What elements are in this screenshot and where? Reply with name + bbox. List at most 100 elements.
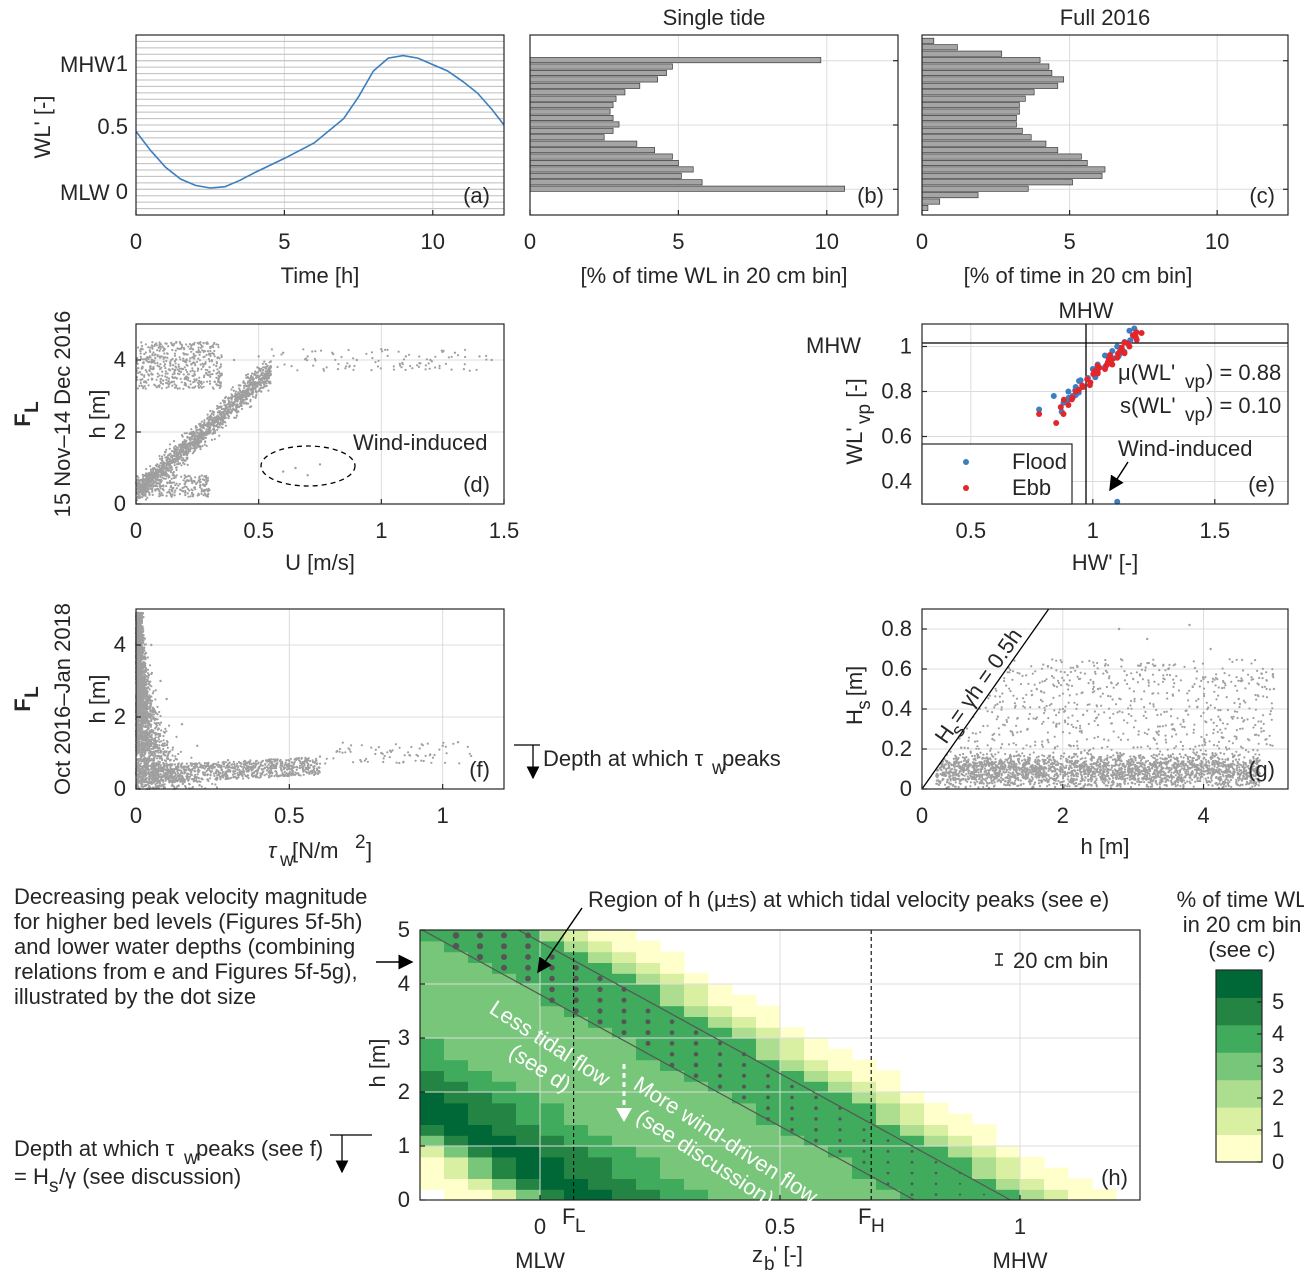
panel-d-point xyxy=(140,484,144,487)
panel-f-point xyxy=(146,759,149,762)
panel-b-bar xyxy=(529,82,641,89)
panel-f-point xyxy=(184,784,187,788)
panel-d-point xyxy=(195,429,198,432)
panel-d-point xyxy=(304,357,307,360)
panel-d-point xyxy=(212,363,215,366)
panel-d-point xyxy=(151,487,154,490)
panel-d-point xyxy=(156,364,159,367)
panel-d-point xyxy=(161,461,164,464)
panel-d-point xyxy=(213,349,216,353)
panel-d-point xyxy=(150,483,153,486)
panel-d-point xyxy=(212,369,215,372)
panel-d-point xyxy=(264,370,267,373)
panel-e-ebb-point xyxy=(1086,382,1093,389)
panel-d-point xyxy=(468,369,471,372)
panel-f-point xyxy=(158,747,161,750)
panel-f-point xyxy=(141,686,144,690)
panel-d-point xyxy=(208,415,211,418)
panel-d-point xyxy=(175,340,178,344)
panel-f-point xyxy=(158,740,161,744)
panel-c-bar xyxy=(921,160,1088,166)
panel-d-point xyxy=(167,454,170,457)
panel-f-point xyxy=(148,707,151,711)
panel-f-point xyxy=(147,732,150,735)
panel-b-bar xyxy=(529,102,614,109)
panel-d-point xyxy=(411,367,414,370)
panel-d-point xyxy=(260,367,263,370)
panel-d-point xyxy=(163,352,166,355)
panel-d-point xyxy=(204,480,207,483)
panel-f-point xyxy=(146,748,149,751)
panel-d-point xyxy=(147,485,150,488)
panel-d-point xyxy=(226,397,230,400)
panel-d-point xyxy=(216,368,219,371)
panel-d-point xyxy=(234,394,237,397)
panel-d-point xyxy=(167,385,170,388)
panel-d-point xyxy=(209,354,212,358)
panel-d-point xyxy=(194,444,197,447)
panel-f-point xyxy=(141,700,144,704)
panel-d-point xyxy=(183,459,187,462)
panel-d-point xyxy=(205,372,208,375)
panel-d-point xyxy=(218,409,221,413)
panel-f-point xyxy=(147,676,150,679)
panel-d-point xyxy=(175,468,178,472)
panel-d-point xyxy=(175,366,178,369)
panel-d-point xyxy=(376,365,380,368)
panel-d-point xyxy=(290,365,293,368)
panel-c-bar xyxy=(921,140,1047,147)
panel-d-point xyxy=(180,343,183,346)
panel-d-point xyxy=(178,341,181,344)
panel-d-point xyxy=(200,474,203,477)
panel-d-point xyxy=(306,355,309,358)
panel-d-point xyxy=(188,450,192,453)
panel-e-ylabel: WL' vp [-] xyxy=(842,378,875,464)
panel-d-point xyxy=(191,367,194,370)
panel-d-point xyxy=(379,367,382,370)
panel-d-point xyxy=(139,348,142,351)
panel-d-point xyxy=(187,474,190,477)
panel-c-tag: (c) xyxy=(1249,183,1275,208)
panel-d-point xyxy=(140,384,143,388)
panel-d-point xyxy=(180,346,183,349)
panel-d-point xyxy=(158,349,161,352)
panel-e-ytick-0.8: 0.8 xyxy=(881,379,912,404)
panel-d-point xyxy=(258,383,261,386)
panel-d-point xyxy=(215,418,218,421)
panel-f-point xyxy=(164,727,167,731)
panel-f-point xyxy=(156,757,159,760)
panel-d-point xyxy=(219,384,222,387)
panel-d-point xyxy=(162,489,165,492)
panel-f-point xyxy=(141,678,144,681)
panel-d-point xyxy=(199,427,202,430)
panel-b-bar xyxy=(529,115,614,121)
panel-d-point xyxy=(231,405,234,408)
panel-a-tag: (a) xyxy=(463,183,490,208)
panel-d-point xyxy=(232,389,235,392)
panel-d-point xyxy=(283,363,286,366)
panel-d-point xyxy=(174,362,177,365)
panel-d-point xyxy=(182,446,185,449)
panel-e-ebb-point xyxy=(1057,404,1064,411)
panel-d-point xyxy=(221,412,224,415)
panel-f-point xyxy=(181,782,184,785)
panel-d-point xyxy=(205,353,208,357)
panel-d-point xyxy=(184,489,187,492)
panel-d-point xyxy=(282,470,285,473)
panel-d-point xyxy=(192,374,195,378)
panel-d-point xyxy=(148,349,151,352)
panel-d-point xyxy=(171,493,174,496)
panel-d-point xyxy=(199,448,202,451)
panel-d-point xyxy=(203,419,206,422)
panel-d-point xyxy=(173,386,177,389)
panel-e-ebb-point xyxy=(1065,402,1072,408)
panel-d-point xyxy=(145,484,148,487)
panel-d-point xyxy=(220,408,224,411)
panel-d-point xyxy=(200,420,203,423)
panel-f-point xyxy=(166,746,169,750)
panel-d-point xyxy=(190,488,193,491)
panel-f-point xyxy=(163,786,166,789)
panel-f-point xyxy=(179,750,182,754)
panel-d-point xyxy=(215,361,218,364)
panel-d-point xyxy=(220,405,223,408)
